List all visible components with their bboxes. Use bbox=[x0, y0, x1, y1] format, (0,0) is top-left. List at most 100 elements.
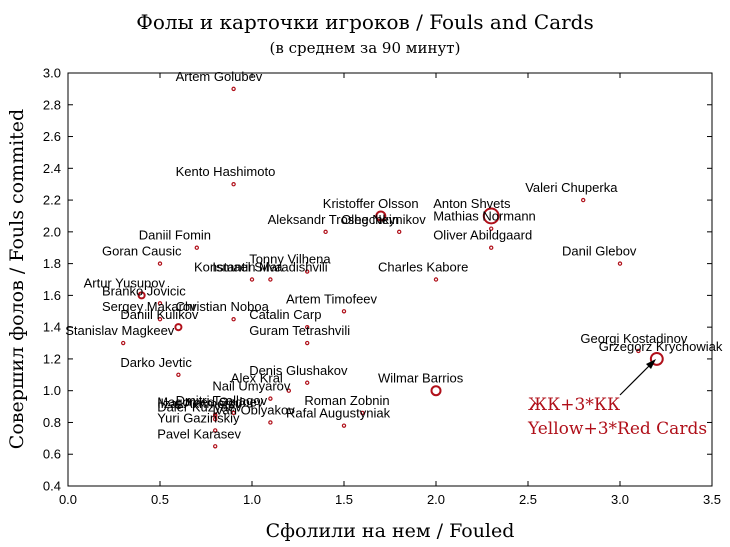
y-tick-label: 0.4 bbox=[43, 479, 61, 494]
data-point bbox=[268, 396, 273, 401]
point-label: Yuri Gazinskiy bbox=[157, 410, 240, 425]
data-point bbox=[433, 277, 439, 282]
y-tick-label: 0.6 bbox=[43, 447, 61, 462]
point-label: Valeri Chuperka bbox=[525, 180, 618, 195]
data-point bbox=[581, 197, 586, 203]
data-point bbox=[231, 317, 236, 322]
point-label: Darko Jevtic bbox=[120, 355, 192, 370]
data-point bbox=[212, 428, 218, 433]
point-label: Artem Timofeev bbox=[286, 291, 378, 306]
point-label: Anton Shvets bbox=[433, 196, 511, 211]
data-point bbox=[137, 291, 146, 300]
chart-subtitle: (в среднем за 90 минут) bbox=[270, 39, 461, 57]
point-label: Sergey Makarov bbox=[102, 299, 197, 314]
data-point bbox=[157, 261, 163, 266]
y-tick-label: 1.0 bbox=[43, 383, 61, 398]
point-label: Charles Kabore bbox=[378, 260, 468, 275]
point-label: Guram Tetrashvili bbox=[249, 323, 350, 338]
data-point bbox=[305, 269, 310, 274]
y-tick-label: 2.6 bbox=[43, 129, 61, 144]
point-label: Goran Causic bbox=[102, 244, 182, 259]
y-tick-label: 3.0 bbox=[43, 66, 61, 81]
data-point bbox=[489, 226, 494, 231]
y-tick-label: 1.6 bbox=[43, 288, 61, 303]
data-point bbox=[268, 277, 273, 282]
data-point bbox=[430, 385, 442, 397]
point-label: Nail Umyarov bbox=[212, 379, 291, 394]
data-point bbox=[268, 420, 273, 425]
data-point bbox=[176, 372, 181, 378]
data-point bbox=[231, 410, 236, 416]
card-legend-annotation: ЖК+3*КК Yellow+3*Red Cards bbox=[527, 359, 707, 439]
point-label: Magomed Ozdoev bbox=[157, 395, 264, 410]
data-point bbox=[249, 277, 255, 282]
point-label: Catalin Carp bbox=[249, 307, 321, 322]
y-tick-label: 2.2 bbox=[43, 193, 61, 208]
point-label: Daniil Fomin bbox=[139, 228, 211, 243]
point-label: Daniil Kulikov bbox=[120, 307, 199, 322]
point-label: Pavel Karasev bbox=[157, 426, 241, 441]
point-label: Kento Hashimoto bbox=[176, 164, 276, 179]
data-point bbox=[323, 229, 328, 235]
annotation-arrowhead bbox=[646, 359, 656, 369]
data-point bbox=[212, 444, 218, 449]
point-label: Daler Kuzyaev bbox=[157, 399, 242, 414]
plot-area: 0.0 0.5 1.0 1.5 2.0 2.5 3.0 3.5 0.4 0.6 0.8 1.0 1.2 1… bbox=[43, 66, 723, 508]
data-point bbox=[120, 340, 126, 346]
y-tick-label: 2.4 bbox=[43, 161, 61, 176]
data-point bbox=[157, 317, 163, 322]
data-point bbox=[286, 388, 291, 393]
y-tick-label: 1.8 bbox=[43, 256, 61, 271]
point-label: Dmitri Tsallagov bbox=[176, 393, 268, 408]
y-tick-label: 1.4 bbox=[43, 320, 61, 335]
point-label: Oliver Abildgaard bbox=[433, 228, 532, 243]
x-tick-label: 2.5 bbox=[519, 492, 537, 507]
point-label: Denis Glushakov bbox=[249, 363, 348, 378]
point-label: Christian Noboa bbox=[176, 299, 270, 314]
x-tick-label: 3.5 bbox=[703, 492, 721, 507]
data-point bbox=[174, 323, 183, 332]
data-point bbox=[617, 261, 623, 266]
point-label: Roman Zobnin bbox=[304, 393, 389, 408]
point-label: Ivan Oblyakov bbox=[212, 402, 295, 417]
data-point bbox=[305, 340, 310, 346]
x-tick-label: 2.0 bbox=[427, 492, 445, 507]
data-point bbox=[489, 245, 494, 250]
point-label: Mathias Normann bbox=[433, 209, 536, 224]
x-axis-label: Сфолили на нем / Fouled bbox=[266, 520, 515, 542]
data-point bbox=[375, 210, 387, 222]
y-tick-label: 2.8 bbox=[43, 97, 61, 112]
annotation-line-2: Yellow+3*Red Cards bbox=[527, 419, 707, 439]
data-point bbox=[157, 301, 163, 306]
x-tick-label: 1.5 bbox=[335, 492, 353, 507]
point-label: Aleksandr Troshechkin bbox=[268, 212, 400, 227]
data-point bbox=[397, 229, 402, 235]
point-label: Georgi Kostadinov bbox=[580, 331, 687, 346]
data-point bbox=[341, 309, 347, 314]
y-axis-label: Совершил фолов / Fouls commited bbox=[6, 109, 28, 449]
y-tick-label: 1.2 bbox=[43, 351, 61, 366]
x-tick-label: 1.0 bbox=[243, 492, 261, 507]
point-label: Alex Kral bbox=[231, 371, 283, 386]
point-label: Ilzat Akhmetov bbox=[157, 396, 242, 411]
data-point bbox=[649, 351, 664, 366]
data-point bbox=[341, 423, 347, 428]
point-label: Branko Jovicic bbox=[102, 283, 186, 298]
annotation-arrow bbox=[619, 361, 654, 396]
point-label: Artem Golubev bbox=[176, 69, 263, 84]
point-label: Tonny Vilhena bbox=[249, 252, 331, 267]
y-tick-label: 2.0 bbox=[43, 224, 61, 239]
x-tick-label: 3.0 bbox=[611, 492, 629, 507]
annotation-line-1: ЖК+3*КК bbox=[528, 395, 620, 415]
y-tick-label: 0.8 bbox=[43, 415, 61, 430]
data-point bbox=[636, 348, 641, 354]
data-point bbox=[305, 324, 310, 330]
x-tick-label: 0.5 bbox=[151, 492, 169, 507]
chart-title: Фолы и карточки игроков / Fouls and Card… bbox=[136, 10, 594, 34]
point-label: Rafal Augustyniak bbox=[286, 406, 391, 421]
data-point bbox=[212, 413, 218, 419]
point-label: Wilmar Barrios bbox=[378, 371, 464, 386]
data-point bbox=[482, 207, 500, 225]
plot-frame bbox=[67, 72, 713, 487]
